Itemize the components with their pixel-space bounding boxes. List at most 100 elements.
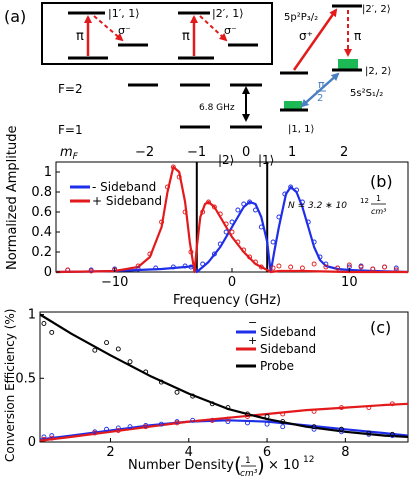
- y-tick-label: 0.2: [31, 245, 52, 260]
- data-point: [217, 211, 223, 217]
- y-tick-label: 0.8: [31, 185, 52, 200]
- sigma-plus-label: σ⁺: [299, 29, 313, 43]
- mw-half-label: 2: [317, 93, 323, 104]
- data-point: [209, 417, 215, 423]
- splitting-label: 6.8 GHz: [199, 103, 235, 113]
- sigma-label-right: σ⁻: [224, 24, 237, 37]
- data-point: [247, 254, 253, 260]
- density-exp: 12: [360, 197, 369, 205]
- data-point: [280, 424, 286, 430]
- pi-label-right: π: [182, 29, 190, 44]
- density-prefix: N = 3.2 ∗ 10: [288, 201, 347, 211]
- chart-ticks: 2 4 6 8 0 0.5 1: [15, 308, 349, 460]
- x-tick-label: 10: [341, 275, 358, 290]
- data-point: [276, 214, 282, 220]
- chart-series: [39, 313, 409, 442]
- data-point: [223, 221, 229, 227]
- legend-label: Sideband: [260, 342, 316, 356]
- y-tick-label: 0.6: [31, 205, 52, 220]
- data-point: [147, 251, 153, 257]
- data-point: [115, 428, 121, 433]
- data-point: [104, 340, 110, 346]
- data-point: [200, 209, 206, 215]
- level-2prime-1-label: |2′, 1⟩: [212, 7, 244, 20]
- data-point: [258, 264, 264, 270]
- data-point: [311, 261, 317, 267]
- data-point: [317, 254, 323, 260]
- mw-pi-label: π: [318, 78, 325, 91]
- data-point: [370, 266, 376, 272]
- data-point: [346, 262, 352, 268]
- data-point: [165, 184, 170, 190]
- data-point: [170, 164, 176, 170]
- data-point: [158, 379, 164, 385]
- mf-value: 2: [340, 145, 348, 160]
- data-point: [338, 405, 344, 411]
- data-point: [311, 239, 317, 245]
- data-point: [366, 430, 372, 436]
- density-annotation: N = 3.2 ∗ 10 12 1 cm³: [288, 194, 386, 216]
- panel-c-label: (c): [370, 318, 391, 337]
- plot-frame: [39, 311, 409, 443]
- data-point: [49, 433, 55, 439]
- legend-b: - Sideband + Sideband: [70, 180, 162, 208]
- data-point: [225, 416, 231, 422]
- data-point: [338, 429, 344, 435]
- density-den: cm³: [371, 207, 386, 216]
- data-point: [270, 265, 276, 271]
- data-point: [104, 426, 110, 432]
- population-22: [338, 59, 358, 69]
- x-label-paren-close: ): [257, 453, 265, 477]
- data-point: [127, 359, 133, 365]
- data-point: [158, 421, 164, 427]
- x-label-paren-open: (: [234, 453, 242, 477]
- data-point: [206, 199, 211, 205]
- mf-values: −2 −1 0 1 2: [135, 145, 348, 160]
- data-point: [211, 204, 217, 210]
- panel-a: (a) |1′, 1⟩ π σ⁻ |2′, 1⟩ π σ⁻ F=2 F=1: [4, 2, 391, 162]
- data-point: [159, 219, 165, 225]
- data-point: [245, 420, 250, 426]
- level-1prime-1-label: |1′, 1⟩: [108, 7, 140, 20]
- data-point: [288, 264, 294, 270]
- data-point: [92, 347, 98, 353]
- state-marker-1: |1⟩: [258, 153, 274, 167]
- legend-sign: +: [248, 334, 257, 347]
- legend-label: - Sideband: [92, 180, 156, 194]
- x-axis-label: Number Density ( 1 cm³ ) × 10 12: [128, 453, 314, 478]
- data-point: [41, 437, 47, 442]
- data-point: [323, 264, 329, 270]
- data-point: [209, 401, 215, 407]
- excited-term-label: 5p²P₃/₂: [284, 12, 318, 23]
- data-point: [49, 435, 55, 441]
- sigma-label-left: σ⁻: [118, 24, 131, 37]
- data-point: [65, 267, 71, 273]
- panel-a-label: (a): [4, 7, 26, 26]
- data-point: [143, 424, 149, 430]
- data-point: [282, 191, 288, 197]
- y-tick-label: 0: [44, 265, 52, 280]
- data-point: [338, 426, 344, 432]
- data-point: [143, 369, 149, 375]
- data-point: [241, 247, 247, 253]
- mf-axis-label: mF: [60, 145, 79, 162]
- data-point: [288, 184, 294, 190]
- data-point: [245, 414, 250, 419]
- data-point: [366, 405, 372, 411]
- x-label-den: cm³: [240, 469, 258, 478]
- data-point: [247, 199, 253, 205]
- data-point: [229, 219, 235, 225]
- chart-points: [41, 321, 395, 442]
- data-point: [135, 266, 141, 272]
- legend-label: + Sideband: [92, 194, 162, 208]
- legend-label: Probe: [260, 359, 294, 373]
- data-point: [174, 420, 180, 426]
- data-point: [258, 224, 264, 230]
- density-num: 1: [376, 194, 381, 203]
- data-point: [264, 421, 270, 427]
- state-marker-2: |2⟩: [218, 153, 234, 167]
- y-axis-label: Normalized Amplitude: [5, 126, 20, 270]
- mf-value: 1: [288, 145, 296, 160]
- data-point: [299, 199, 305, 205]
